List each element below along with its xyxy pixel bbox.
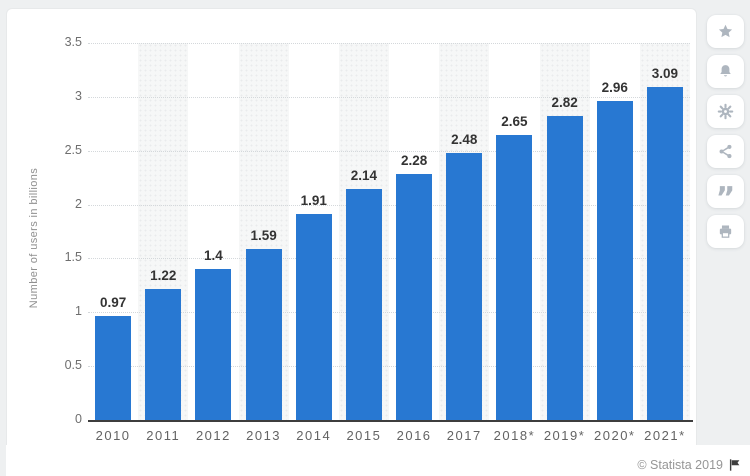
chart-footer: © Statista 2019 (6, 445, 750, 476)
bar-2016[interactable] (396, 174, 433, 420)
bell-icon (720, 65, 731, 77)
copyright-text: © Statista 2019 (637, 458, 723, 472)
y-axis-title: Number of users in billions (28, 167, 40, 309)
bar-2015[interactable] (345, 189, 382, 420)
bar-2012[interactable] (195, 269, 232, 420)
bar-2011[interactable] (145, 289, 182, 420)
bar-2010[interactable] (95, 316, 132, 420)
settings-button[interactable] (707, 95, 744, 128)
flag-icon (729, 459, 740, 471)
bar-2013[interactable] (245, 249, 282, 420)
cite-button[interactable]: ” (707, 175, 744, 213)
bar-2020*[interactable] (596, 101, 633, 420)
share-icon (719, 144, 732, 159)
share-button[interactable] (707, 135, 744, 168)
bar-2021*[interactable] (646, 87, 683, 420)
print-button[interactable] (707, 215, 744, 248)
bar-2019*[interactable] (546, 116, 583, 420)
bar-2017[interactable] (446, 153, 483, 420)
bar-2018*[interactable] (496, 135, 533, 420)
gear-icon (717, 103, 734, 120)
copyright: © Statista 2019 (637, 458, 742, 472)
favorite-button[interactable] (707, 15, 744, 48)
print-icon (719, 225, 732, 238)
notifications-button[interactable] (707, 55, 744, 88)
star-icon (718, 24, 733, 38)
bar-2014[interactable] (295, 214, 332, 420)
